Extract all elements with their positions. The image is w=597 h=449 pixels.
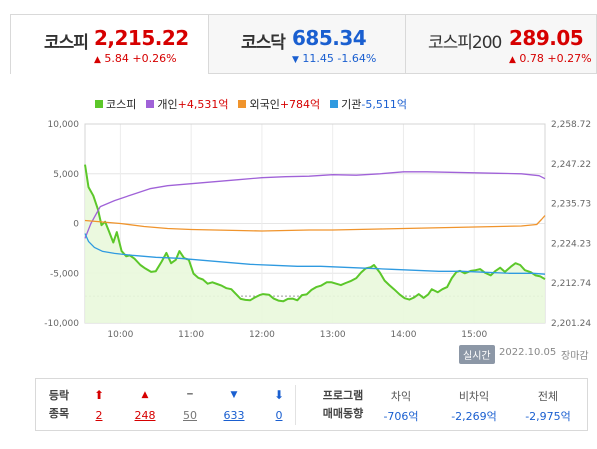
total-program-label: 전체 — [537, 390, 559, 403]
y-left-tick-label: 5,000 — [53, 170, 79, 180]
tab-kosdaq-change: ▼ 11.45 -1.64% — [292, 52, 376, 65]
tab-kospi200[interactable]: 코스피200 289.05 ▲ 0.78 +0.27% — [406, 14, 597, 74]
legend-swatch — [238, 100, 247, 108]
tab-kospi200-name: 코스피200 — [428, 33, 502, 53]
tab-kospi200-change-value: 0.78 — [519, 52, 544, 65]
tab-kosdaq[interactable]: 코스닥 685.34 ▼ 11.45 -1.64% — [209, 14, 406, 74]
tab-kospi-name: 코스피 — [44, 33, 89, 53]
up-triangle-icon: ▲ — [141, 390, 149, 400]
y-left-tick-label: -10,000 — [44, 319, 79, 329]
tab-kosdaq-change-value: 11.45 — [302, 52, 334, 65]
legend-label: 코스피 — [106, 98, 137, 111]
down-count[interactable]: 633 — [223, 409, 245, 422]
breadth-label: 등락 종목 — [36, 387, 82, 423]
series-area-kospi — [85, 164, 545, 323]
tab-kospi200-value: 289.05 — [509, 26, 584, 50]
legend-swatch — [95, 100, 103, 108]
market-breadth-panel: 등락 종목 ⬆ 2 ▲ 248 ━ 50 ▼ 633 ⬇ 0 프로그램 매매동향… — [35, 378, 588, 431]
up-triangle-icon: ▲ — [94, 55, 101, 65]
tab-kospi200-change: ▲ 0.78 +0.27% — [509, 52, 592, 65]
limit-down-arrow-icon: ⬇ — [273, 388, 285, 402]
x-tick-label: 10:00 — [107, 330, 133, 340]
unchanged-count[interactable]: 50 — [183, 409, 197, 422]
series-line-kospi — [84, 164, 546, 303]
legend-item-foreign: 외국인 +784억 — [238, 96, 320, 112]
program-trading-label: 프로그램 매매동향 — [313, 387, 373, 423]
market-session-status: 장마감 — [561, 351, 589, 362]
y-left-tick-label: -5,000 — [50, 269, 79, 279]
y-right-tick-label: 2,235.73 — [551, 200, 591, 210]
x-tick-label: 13:00 — [320, 330, 346, 340]
y-left-tick-label: 0 — [73, 220, 79, 230]
tab-kospi200-change-pct: +0.27% — [547, 52, 592, 65]
limit-down-count[interactable]: 0 — [275, 409, 283, 422]
chart-date: 2022.10.05 — [499, 347, 557, 358]
up-count[interactable]: 248 — [134, 409, 156, 422]
series-line-foreign — [84, 215, 546, 232]
x-tick-label: 12:00 — [249, 330, 275, 340]
arbitrage-label: 차익 — [390, 390, 412, 403]
y-right-tick-label: 2,201.24 — [551, 319, 591, 329]
legend-label: 외국인 — [249, 98, 280, 111]
x-tick-label: 11:00 — [178, 330, 204, 340]
legend-item-kospi: 코스피 — [95, 96, 136, 112]
x-tick-label: 14:00 — [390, 330, 416, 340]
program-label-line2: 매매동향 — [322, 407, 364, 420]
down-triangle-icon: ▼ — [292, 55, 299, 65]
tab-kosdaq-name: 코스닥 — [241, 33, 286, 53]
tab-kospi-change-pct: +0.26% — [132, 52, 177, 65]
realtime-button[interactable]: 실시간 — [459, 345, 495, 364]
breadth-label-line1: 등락 — [48, 389, 70, 402]
intraday-chart: 10,000 5,000 0 -5,000 -10,000 2,258.72 2,247.2… — [44, 120, 591, 340]
breadth-label-line2: 종목 — [48, 407, 70, 420]
legend-value: +4,531억 — [177, 98, 229, 111]
up-triangle-icon: ▲ — [509, 55, 516, 65]
series-line-individual — [84, 171, 546, 239]
limit-up-count[interactable]: 2 — [95, 409, 103, 422]
series-line-institution — [84, 233, 546, 275]
legend-label: 개인 — [157, 98, 178, 111]
y-left-tick-label: 10,000 — [48, 120, 80, 130]
legend-swatch — [146, 100, 155, 108]
legend-item-individual: 개인 +4,531억 — [146, 96, 228, 112]
tab-kosdaq-change-pct: -1.64% — [337, 52, 377, 65]
tab-kospi-value: 2,215.22 — [94, 26, 189, 50]
non-arbitrage-value: -2,269억 — [451, 410, 497, 423]
limit-up-arrow-icon: ⬆ — [93, 388, 105, 402]
tab-kospi-change: ▲ 5.84 +0.26% — [94, 52, 177, 65]
tab-kospi[interactable]: 코스피 2,215.22 ▲ 5.84 +0.26% — [10, 14, 209, 74]
non-arbitrage-label: 비차익 — [458, 390, 490, 403]
legend-item-institution: 기관 -5,511억 — [330, 96, 407, 112]
legend-value: +784억 — [279, 98, 321, 111]
panel-divider — [295, 385, 296, 425]
total-program-value: -2,975억 — [525, 410, 571, 423]
y-right-tick-label: 2,258.72 — [551, 120, 591, 130]
chart-legend: 코스피 개인 +4,531억 외국인 +784억 기관 -5,511억 — [95, 96, 407, 112]
down-triangle-icon: ▼ — [230, 390, 238, 400]
legend-label: 기관 — [341, 98, 362, 111]
tab-kosdaq-value: 685.34 — [292, 26, 367, 50]
legend-swatch — [330, 100, 339, 108]
x-tick-label: 15:00 — [461, 330, 487, 340]
legend-value: -5,511억 — [361, 98, 408, 111]
y-right-tick-label: 2,224.23 — [551, 239, 591, 249]
unchanged-dash-icon: ━ — [187, 390, 193, 400]
arbitrage-value: -706억 — [383, 410, 419, 423]
index-tabs: 코스피 2,215.22 ▲ 5.84 +0.26% 코스닥 685.34 ▼ … — [10, 14, 597, 74]
y-right-tick-label: 2,212.74 — [551, 279, 591, 289]
y-right-tick-label: 2,247.22 — [551, 160, 591, 170]
tab-kospi-change-value: 5.84 — [104, 52, 129, 65]
program-label-line1: 프로그램 — [322, 389, 364, 402]
